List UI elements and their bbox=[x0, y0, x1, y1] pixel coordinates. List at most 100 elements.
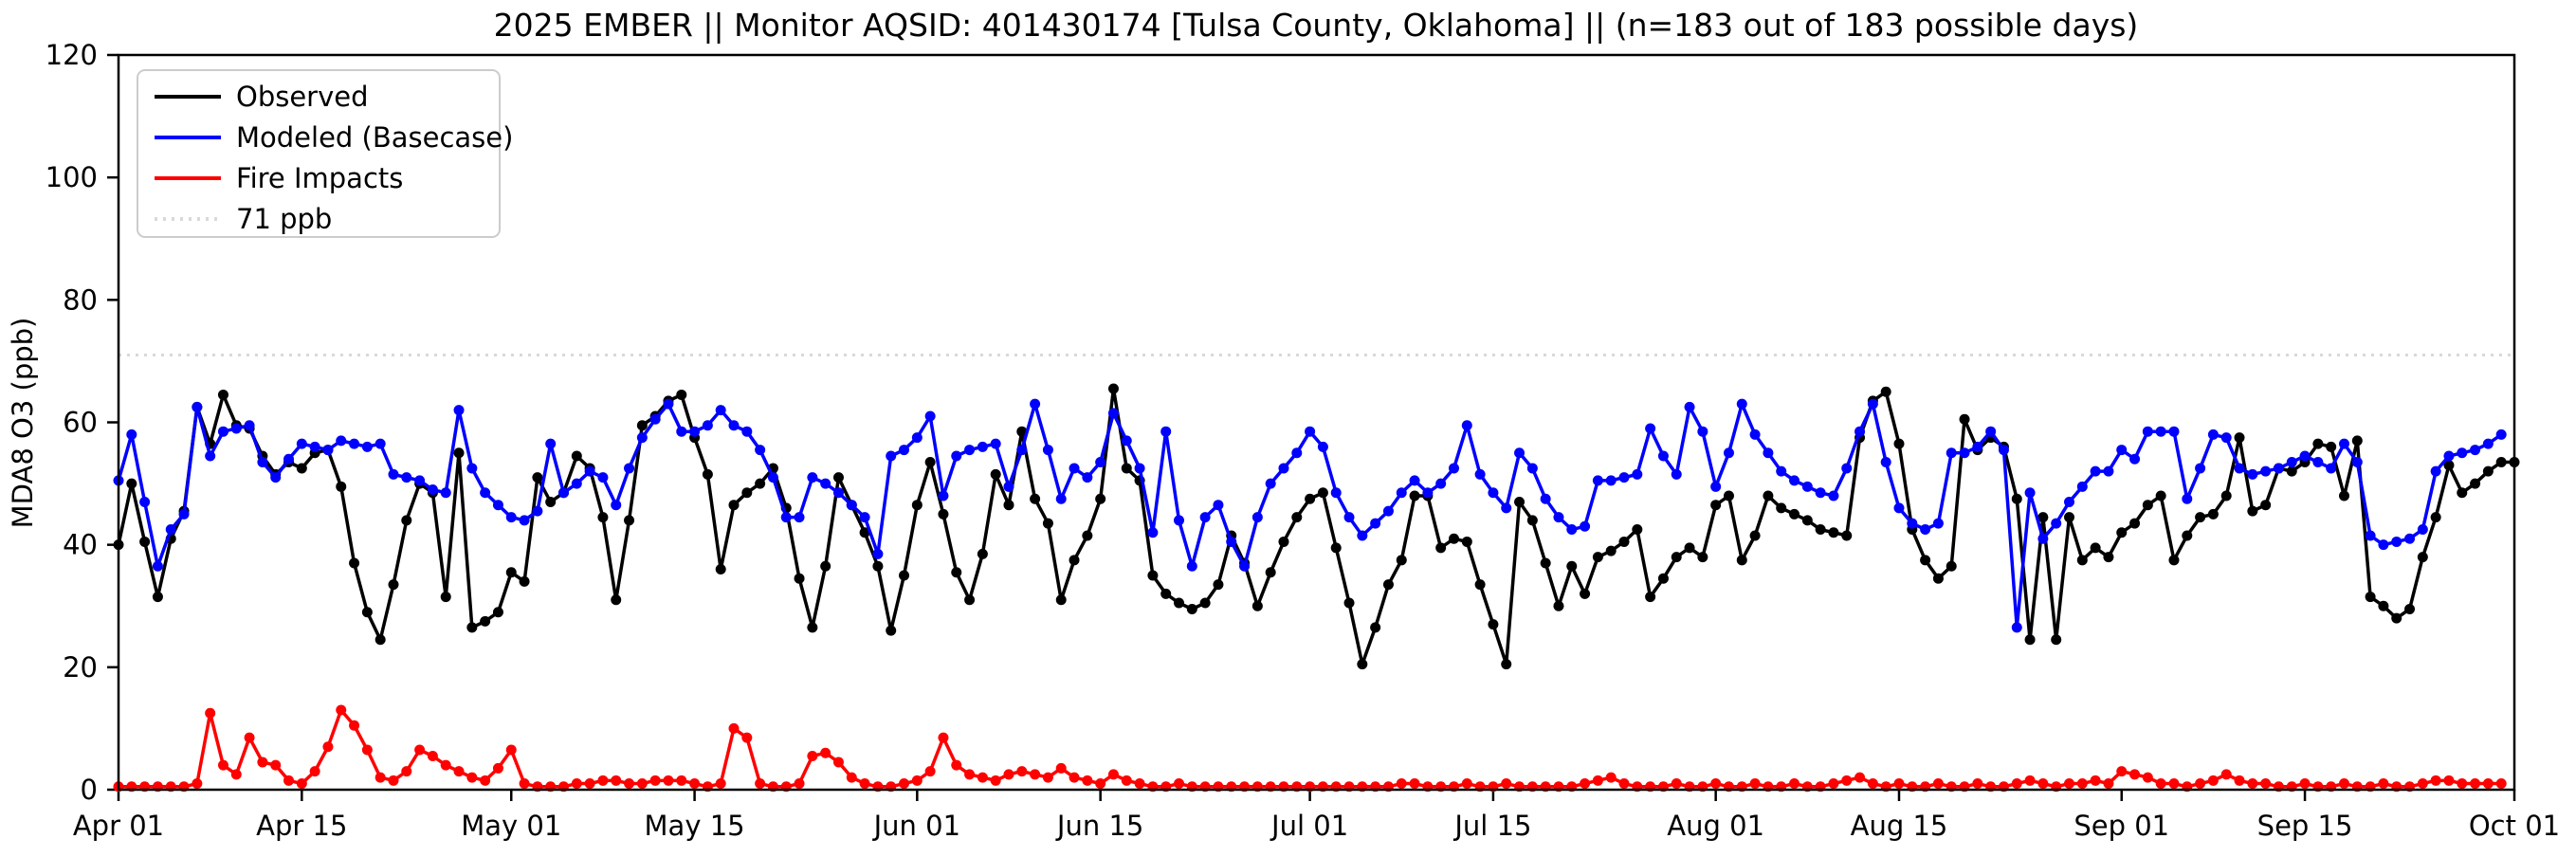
legend-label: Modeled (Basecase) bbox=[236, 121, 513, 154]
data-point bbox=[1893, 502, 1905, 514]
data-point bbox=[584, 778, 595, 790]
data-point bbox=[139, 536, 151, 547]
data-point bbox=[1069, 555, 1080, 566]
data-point bbox=[2312, 438, 2324, 449]
data-point bbox=[270, 759, 282, 771]
data-point bbox=[2457, 487, 2468, 499]
data-point bbox=[2417, 778, 2428, 790]
data-point bbox=[2142, 426, 2153, 437]
data-point bbox=[1317, 441, 1328, 452]
data-point bbox=[1107, 383, 1119, 394]
data-point bbox=[480, 615, 491, 627]
data-point bbox=[1618, 472, 1630, 483]
data-point bbox=[2338, 438, 2349, 449]
data-point bbox=[2064, 512, 2075, 523]
data-point bbox=[1343, 512, 1355, 523]
data-point bbox=[2260, 465, 2272, 477]
data-point bbox=[2076, 778, 2088, 790]
data-point bbox=[2195, 463, 2206, 474]
data-point bbox=[2247, 468, 2258, 480]
data-point bbox=[349, 557, 360, 569]
data-point bbox=[2051, 518, 2062, 529]
data-point bbox=[2470, 478, 2481, 489]
data-point bbox=[2378, 778, 2389, 790]
data-point bbox=[1121, 435, 1132, 447]
data-point bbox=[624, 515, 635, 526]
x-tick-label: Sep 15 bbox=[2257, 810, 2353, 842]
data-point bbox=[2299, 450, 2311, 462]
data-point bbox=[1514, 447, 1526, 459]
data-point bbox=[296, 438, 307, 449]
y-tick-label: 0 bbox=[81, 774, 98, 806]
data-point bbox=[2247, 505, 2258, 517]
data-point bbox=[977, 441, 988, 452]
data-point bbox=[1723, 490, 1734, 501]
data-point bbox=[663, 775, 674, 786]
data-point bbox=[2011, 493, 2022, 504]
data-point bbox=[1226, 536, 1237, 547]
data-point bbox=[1422, 487, 1434, 499]
data-point bbox=[349, 720, 360, 731]
data-point bbox=[1553, 600, 1564, 611]
data-point bbox=[859, 778, 870, 790]
x-tick-label: Apr 01 bbox=[73, 810, 164, 842]
data-point bbox=[1016, 426, 1028, 437]
data-point bbox=[1789, 475, 1800, 486]
data-point bbox=[2142, 772, 2153, 783]
data-point bbox=[152, 560, 163, 572]
data-point bbox=[1828, 490, 1839, 501]
data-point bbox=[1186, 560, 1197, 572]
data-point bbox=[1174, 597, 1185, 609]
data-point bbox=[2495, 778, 2507, 790]
data-point bbox=[649, 413, 661, 425]
data-point bbox=[1841, 775, 1853, 786]
data-point bbox=[1723, 447, 1734, 459]
data-point bbox=[1749, 778, 1761, 790]
data-point bbox=[532, 505, 543, 517]
data-point bbox=[152, 592, 163, 603]
data-point bbox=[2011, 778, 2022, 790]
data-point bbox=[1042, 518, 1053, 529]
x-tick-label: Jul 01 bbox=[1270, 810, 1348, 842]
data-point bbox=[1710, 778, 1722, 790]
data-point bbox=[728, 500, 740, 511]
data-point bbox=[217, 389, 228, 400]
data-point bbox=[126, 478, 137, 489]
data-point bbox=[545, 496, 557, 507]
data-point bbox=[1605, 772, 1617, 783]
data-point bbox=[178, 508, 190, 520]
data-point bbox=[2482, 465, 2494, 477]
data-point bbox=[283, 453, 295, 465]
data-point bbox=[990, 468, 1001, 480]
data-point bbox=[453, 766, 465, 777]
data-point bbox=[715, 778, 726, 790]
data-point bbox=[2064, 778, 2075, 790]
data-point bbox=[2116, 527, 2128, 538]
data-point bbox=[1147, 570, 1159, 581]
data-point bbox=[1305, 493, 1316, 504]
data-point bbox=[807, 472, 818, 483]
data-point bbox=[1330, 487, 1342, 499]
data-point bbox=[2430, 512, 2441, 523]
data-point bbox=[1488, 487, 1499, 499]
data-point bbox=[571, 778, 582, 790]
data-point bbox=[1396, 555, 1407, 566]
data-point bbox=[388, 579, 399, 591]
data-point bbox=[924, 456, 936, 467]
data-point bbox=[244, 420, 255, 431]
data-point bbox=[1880, 386, 1891, 397]
data-point bbox=[1251, 600, 1263, 611]
data-point bbox=[1946, 560, 1957, 572]
plot-area: 0 20 40 60 80 100 120 Apr 01 Apr 15 May 01 May 15 J… bbox=[46, 39, 2560, 842]
data-point bbox=[2430, 775, 2441, 786]
chart-title: 2025 EMBER || Monitor AQSID: 401430174 [… bbox=[494, 7, 2139, 44]
data-point bbox=[401, 515, 412, 526]
data-point bbox=[414, 744, 426, 756]
data-point bbox=[820, 747, 831, 758]
data-point bbox=[1880, 456, 1891, 467]
data-point bbox=[505, 512, 517, 523]
data-point bbox=[1526, 463, 1538, 474]
data-point bbox=[964, 769, 976, 780]
data-point bbox=[2482, 778, 2494, 790]
